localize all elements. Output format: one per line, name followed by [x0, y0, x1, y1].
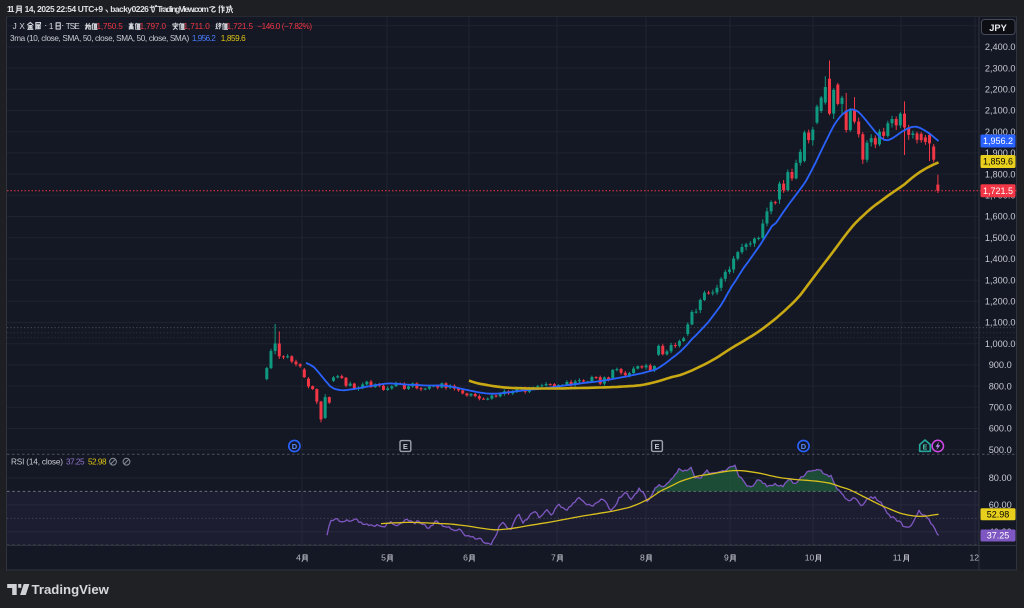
svg-text:D: D — [292, 442, 298, 451]
svg-text:1,400.0: 1,400.0 — [985, 254, 1016, 264]
svg-text:1,711.0: 1,711.0 — [184, 22, 211, 31]
svg-text:1,800.0: 1,800.0 — [985, 169, 1016, 179]
svg-text:TSE: TSE — [66, 22, 81, 31]
svg-text:1,300.0: 1,300.0 — [985, 275, 1016, 285]
svg-text:backy0226: backy0226 — [110, 4, 149, 14]
svg-text:2,100.0: 2,100.0 — [985, 106, 1016, 116]
svg-text:11: 11 — [7, 4, 15, 14]
svg-text:2,000.0: 2,000.0 — [985, 127, 1016, 137]
svg-text:9: 9 — [724, 553, 729, 563]
svg-text:4: 4 — [296, 553, 301, 563]
svg-text:500.0: 500.0 — [989, 445, 1012, 455]
svg-text:2,200.0: 2,200.0 — [985, 85, 1016, 95]
svg-text:1,750.5: 1,750.5 — [97, 22, 124, 31]
svg-text:TradingView: TradingView — [32, 582, 110, 597]
svg-text:10: 10 — [805, 553, 815, 563]
svg-text:8: 8 — [640, 553, 645, 563]
svg-text:2,300.0: 2,300.0 — [985, 63, 1016, 73]
svg-text:600.0: 600.0 — [989, 424, 1012, 434]
svg-text:900.0: 900.0 — [989, 360, 1012, 370]
svg-text:1,200.0: 1,200.0 — [985, 297, 1016, 307]
svg-text:−146.0 (−7.82%): −146.0 (−7.82%) — [257, 22, 312, 31]
svg-text:·: · — [44, 20, 47, 30]
svg-text:1,797.0: 1,797.0 — [140, 22, 167, 31]
svg-text:5: 5 — [381, 553, 386, 563]
svg-text:E: E — [923, 445, 928, 452]
svg-text:52.98: 52.98 — [88, 458, 107, 467]
svg-text:800.0: 800.0 — [989, 381, 1012, 391]
svg-text:1,859.6: 1,859.6 — [221, 34, 246, 43]
svg-text:1,859.6: 1,859.6 — [983, 157, 1013, 167]
svg-text:1,956.2: 1,956.2 — [192, 34, 216, 43]
svg-text:1,956.2: 1,956.2 — [983, 136, 1013, 146]
svg-text:1: 1 — [49, 22, 54, 31]
svg-text:E: E — [654, 442, 659, 451]
svg-text:RSI (14, close): RSI (14, close) — [11, 458, 63, 467]
svg-text:1,721.5: 1,721.5 — [227, 22, 254, 31]
svg-text:2,400.0: 2,400.0 — [985, 42, 1016, 52]
svg-text:JPY: JPY — [989, 23, 1007, 33]
svg-text:12: 12 — [970, 553, 980, 563]
svg-text:700.0: 700.0 — [989, 403, 1012, 413]
svg-text:1,500.0: 1,500.0 — [985, 233, 1016, 243]
svg-text:·: · — [61, 20, 64, 30]
svg-text:14, 2025 22:54 UTC+9: 14, 2025 22:54 UTC+9 — [25, 4, 104, 14]
svg-text:52.98: 52.98 — [987, 510, 1010, 520]
svg-text:E: E — [403, 442, 408, 451]
svg-text:11: 11 — [893, 553, 902, 563]
svg-text:80.00: 80.00 — [989, 473, 1012, 483]
svg-text:6: 6 — [463, 553, 468, 563]
svg-text:D: D — [801, 442, 807, 451]
svg-text:J X: J X — [13, 22, 26, 31]
svg-text:1,000.0: 1,000.0 — [985, 339, 1016, 349]
svg-text:1,900.0: 1,900.0 — [985, 148, 1016, 158]
svg-text:3ma (10, close, SMA, 50, close: 3ma (10, close, SMA, 50, close, SMA, 50,… — [10, 34, 189, 43]
svg-text:1,721.5: 1,721.5 — [983, 186, 1013, 196]
svg-text:7: 7 — [551, 553, 556, 563]
svg-text:60.00: 60.00 — [989, 500, 1012, 510]
svg-text:1,100.0: 1,100.0 — [985, 318, 1016, 328]
svg-text:TradingView.com: TradingView.com — [157, 4, 209, 14]
svg-text:37.25: 37.25 — [987, 531, 1010, 541]
svg-text:1,600.0: 1,600.0 — [985, 212, 1016, 222]
svg-text:37.25: 37.25 — [66, 458, 85, 467]
